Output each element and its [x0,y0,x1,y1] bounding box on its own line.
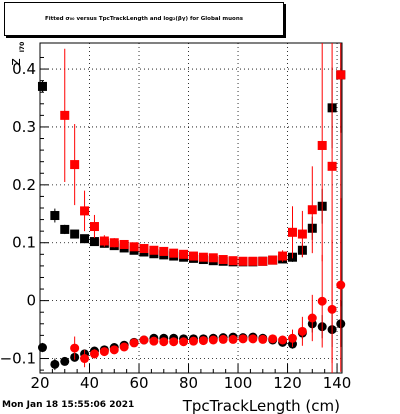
data-point [169,248,179,258]
data-point [297,229,307,239]
data-point [37,81,47,91]
data-point [169,337,179,347]
series-1 [60,43,346,364]
data-point [287,227,297,237]
data-point [129,242,139,252]
data-point [60,110,70,120]
y-tick-label: −0.1 [0,350,36,368]
data-point [70,343,80,353]
y-axis-label-subscript: I70 [19,42,26,53]
data-point [287,333,297,343]
chart-title: Fitted σ₀₀ versus TpcTrackLength and log… [44,16,244,22]
data-point [159,337,169,347]
data-point [179,249,189,259]
data-point [228,256,238,266]
data-point [327,161,337,171]
data-point [268,334,278,344]
data-point [307,205,317,215]
data-point [208,335,218,345]
data-point [336,70,346,80]
data-point [60,224,70,234]
y-tick-label: 0.3 [12,118,36,136]
x-tick-label: 100 [224,374,253,392]
data-point [89,222,99,232]
y-tick-label: 0 [26,292,36,310]
timestamp: Mon Jan 18 15:55:06 2021 [2,400,135,410]
data-point [109,345,119,355]
y-tick-label: 0.2 [12,176,36,194]
data-point [218,255,228,265]
x-tick-label: 20 [30,374,49,392]
data-point [89,237,99,247]
data-point [307,313,317,323]
data-point [80,206,90,216]
data-point [188,336,198,346]
data-point [317,296,327,306]
data-point [188,251,198,261]
data-point [119,342,129,352]
data-point [238,334,248,344]
data-point [278,335,288,345]
chart-title-box: Fitted σ₀₀ versus TpcTrackLength and log… [4,2,284,36]
data-point [80,234,90,244]
y-tick-label: 0.1 [12,234,36,252]
data-marks [37,43,346,373]
axis-ticks: 20 40 60 80 100 120 140 −0.1 0 0.1 0.2 0.3 0.4 [0,56,352,392]
series-3 [70,198,346,373]
data-point [70,229,80,239]
x-tick-label: 80 [179,374,198,392]
data-point [149,336,159,346]
data-point [208,253,218,263]
data-point [327,304,337,314]
data-point [268,255,278,265]
data-point [37,343,47,353]
data-point [198,336,208,346]
data-point [238,256,248,266]
data-point [139,335,149,345]
data-point [258,256,268,266]
data-point [70,160,80,170]
data-point [149,245,159,255]
data-point [258,334,268,344]
data-point [60,356,70,366]
data-point [80,354,90,364]
y-axis-label: z [8,58,24,65]
data-point [198,252,208,262]
x-axis-label: TpcTrackLength (cm) [182,397,340,414]
data-point [297,326,307,336]
data-point [50,211,60,221]
data-point [179,337,189,347]
data-point [99,347,109,357]
data-point [228,334,238,344]
data-point [218,334,228,344]
x-tick-label: 120 [273,374,302,392]
data-point [109,238,119,248]
data-point [50,359,60,369]
y-tick-label: 0.4 [12,60,36,78]
data-point [139,244,149,254]
data-point [317,140,327,150]
data-point [278,251,288,261]
data-point [119,239,129,249]
data-point [336,280,346,290]
data-point [99,236,109,246]
data-point [89,349,99,359]
x-tick-label: 60 [129,374,148,392]
axis-labels: TpcTrackLength (cm) z I70 [8,42,340,414]
x-tick-label: 140 [323,374,352,392]
data-point [159,246,169,256]
data-point [129,338,139,348]
x-tick-label: 40 [80,374,99,392]
data-point [248,334,258,344]
data-point [248,256,258,266]
